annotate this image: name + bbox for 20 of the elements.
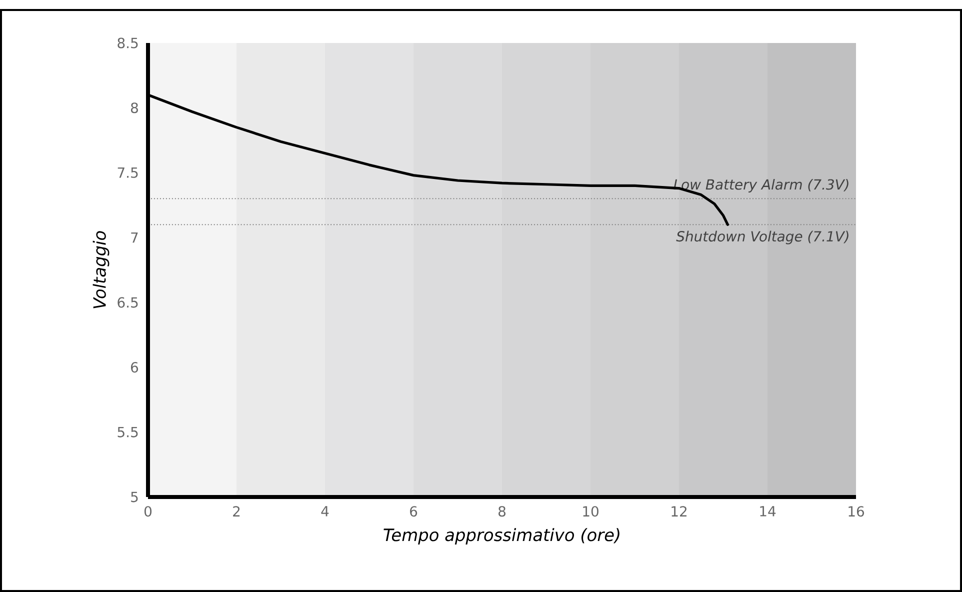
y-tick-label: 6.5 <box>118 297 138 308</box>
y-axis-title: Voltaggio <box>92 231 110 308</box>
x-tick-label: 4 <box>321 506 329 516</box>
y-tick-label: 7.5 <box>118 168 138 178</box>
x-tick-label: 16 <box>848 506 864 517</box>
x-tick-label: 10 <box>583 506 598 517</box>
x-axis-title: Tempo approssimativo (ore) <box>384 528 620 545</box>
y-tick-label: 8 <box>130 102 138 114</box>
x-tick-label: 0 <box>144 506 152 517</box>
y-tick-label: 5.5 <box>118 426 138 438</box>
y-tick-label: 5 <box>131 492 138 502</box>
x-tick-label: 14 <box>760 506 776 516</box>
y-tick-label: 6 <box>130 362 138 373</box>
x-tick-label: 12 <box>672 506 686 516</box>
x-tick-label: 6 <box>410 506 418 517</box>
x-tick-label: 8 <box>498 506 506 517</box>
y-tick-label: 8.5 <box>118 38 138 48</box>
y-tick-label: 7 <box>131 232 138 243</box>
ref-line-label: Shutdown Voltage (7.1V) <box>676 230 848 244</box>
x-tick-label: 2 <box>233 506 240 516</box>
